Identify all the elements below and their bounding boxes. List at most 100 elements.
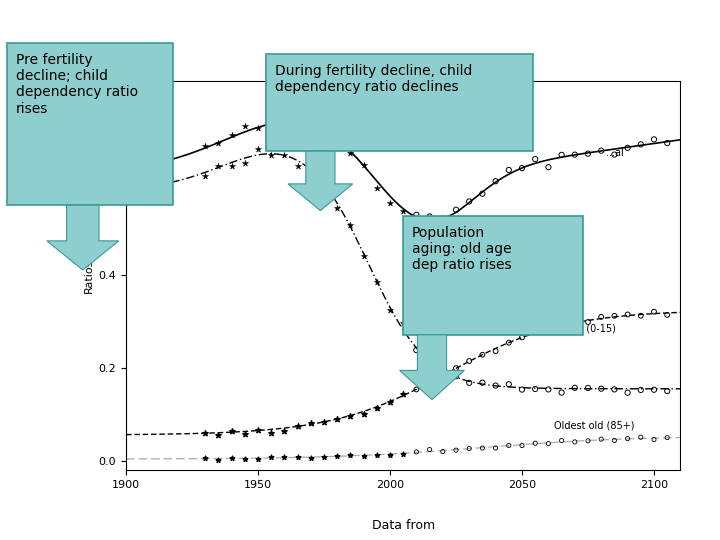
Point: [292, 161, 303, 170]
Point: [556, 151, 567, 159]
Point: [648, 135, 660, 144]
Point: [424, 212, 436, 221]
Point: [516, 441, 528, 450]
Point: [410, 211, 422, 219]
Point: [503, 380, 515, 389]
Point: [556, 436, 567, 445]
Point: [503, 166, 515, 174]
Point: [622, 434, 634, 443]
Point: [556, 388, 567, 397]
Point: [635, 140, 647, 149]
Point: [252, 145, 264, 154]
Point: [292, 422, 303, 430]
Point: [410, 448, 422, 456]
Point: [529, 154, 541, 163]
Point: [582, 150, 594, 158]
Point: [331, 203, 343, 212]
Point: [318, 417, 330, 426]
Point: [384, 398, 396, 407]
Point: [556, 321, 567, 329]
Point: [490, 347, 501, 355]
Point: [437, 368, 449, 377]
Point: [582, 318, 594, 326]
Point: [239, 429, 251, 438]
Point: [437, 214, 449, 223]
Point: [437, 447, 449, 456]
Point: [529, 325, 541, 334]
Point: [266, 429, 277, 437]
Point: [252, 124, 264, 132]
Point: [516, 385, 528, 394]
Point: [648, 386, 660, 394]
Text: ...al: ...al: [606, 148, 624, 158]
Text: Young (0-15): Young (0-15): [554, 323, 616, 334]
Point: [569, 150, 580, 159]
Point: [635, 386, 647, 394]
Point: [582, 436, 594, 445]
Point: [582, 383, 594, 392]
Text: Oldest old (85+): Oldest old (85+): [554, 421, 634, 431]
Point: [239, 122, 251, 131]
Point: [292, 452, 303, 461]
Point: [648, 435, 660, 444]
Point: [279, 426, 290, 435]
Text: During fertility decline, child
dependency ratio declines: During fertility decline, child dependen…: [275, 64, 472, 94]
Point: [226, 161, 238, 170]
Point: [266, 120, 277, 129]
Point: [490, 177, 501, 186]
Point: [477, 444, 488, 453]
Point: [529, 384, 541, 393]
Point: [437, 364, 449, 373]
Text: Pre fertility
decline; child
dependency ratio
rises: Pre fertility decline; child dependency …: [16, 53, 138, 116]
Point: [477, 379, 488, 387]
Point: [279, 112, 290, 120]
Point: [543, 439, 554, 448]
Point: [384, 305, 396, 314]
Point: [212, 456, 224, 464]
Point: [477, 350, 488, 359]
Point: [595, 384, 607, 393]
Point: [199, 454, 211, 463]
Point: [464, 357, 475, 366]
Point: [239, 454, 251, 463]
Point: [635, 433, 647, 442]
Point: [384, 451, 396, 460]
Point: [266, 150, 277, 159]
Point: [662, 387, 673, 395]
Point: [371, 278, 382, 287]
Point: [345, 450, 356, 459]
Point: [516, 333, 528, 342]
Point: [595, 146, 607, 155]
Point: [464, 197, 475, 206]
Point: [305, 418, 317, 427]
Point: [252, 454, 264, 463]
Point: [503, 339, 515, 347]
Point: [529, 439, 541, 448]
Point: [608, 436, 620, 445]
Point: [331, 451, 343, 460]
Point: [371, 404, 382, 413]
Point: [490, 444, 501, 453]
Point: [358, 252, 369, 260]
Point: [292, 115, 303, 124]
Point: [371, 450, 382, 459]
Point: [199, 142, 211, 151]
Point: [331, 137, 343, 146]
Point: [266, 453, 277, 462]
Point: [212, 139, 224, 147]
Point: [622, 388, 634, 397]
Point: [239, 159, 251, 167]
Point: [543, 385, 554, 394]
Point: [608, 312, 620, 320]
Point: [305, 454, 317, 462]
Point: [410, 385, 422, 394]
Point: [450, 372, 462, 381]
Point: [662, 139, 673, 147]
Point: [477, 190, 488, 198]
Point: [397, 450, 409, 458]
Point: [397, 206, 409, 215]
Point: [358, 160, 369, 169]
Point: [464, 379, 475, 387]
Point: [384, 198, 396, 207]
Point: [358, 451, 369, 460]
